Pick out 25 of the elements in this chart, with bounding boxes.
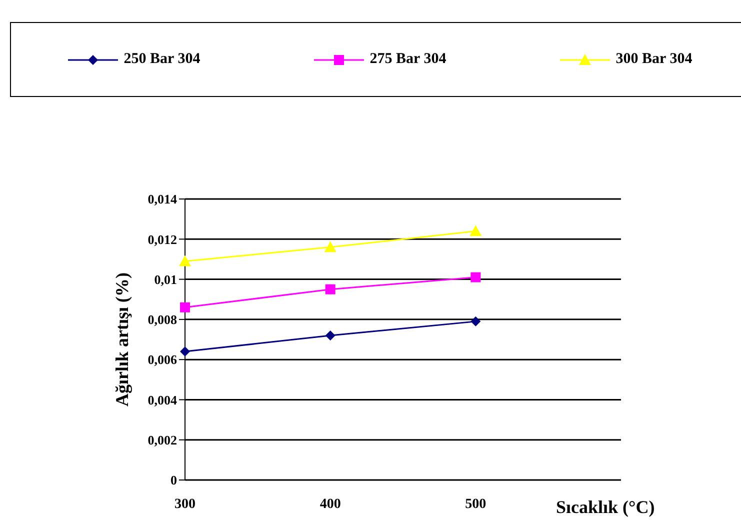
point	[470, 272, 481, 282]
x-axis-title: Sıcaklık (°C)	[556, 497, 655, 517]
y-tick-label: 0,01	[154, 272, 177, 287]
y-tick-label: 0,014	[148, 192, 178, 207]
y-tick-label: 0,006	[148, 352, 178, 368]
y-tick-label: 0,008	[148, 312, 178, 328]
point	[179, 255, 191, 266]
y-tick-label: 0,004	[148, 392, 178, 408]
point	[324, 241, 336, 252]
point	[180, 346, 190, 357]
legend-label: 275 Bar 304	[370, 51, 446, 68]
point	[470, 225, 482, 236]
legend-label: 250 Bar 304	[124, 51, 200, 68]
legend-label: 300 Bar 304	[616, 51, 692, 68]
point	[325, 330, 336, 340]
y-tick-label: 0	[170, 472, 177, 488]
y-tick-label: 0,012	[148, 232, 177, 247]
x-tick-label: 300	[174, 496, 196, 512]
x-tick-label: 400	[320, 496, 341, 512]
point	[325, 284, 336, 294]
x-tick-label: 500	[465, 496, 486, 512]
y-tick-label: 0,002	[148, 432, 177, 448]
point	[180, 302, 190, 312]
point	[470, 316, 481, 326]
y-axis-title: Ağırlık artışı (%)	[112, 272, 132, 406]
